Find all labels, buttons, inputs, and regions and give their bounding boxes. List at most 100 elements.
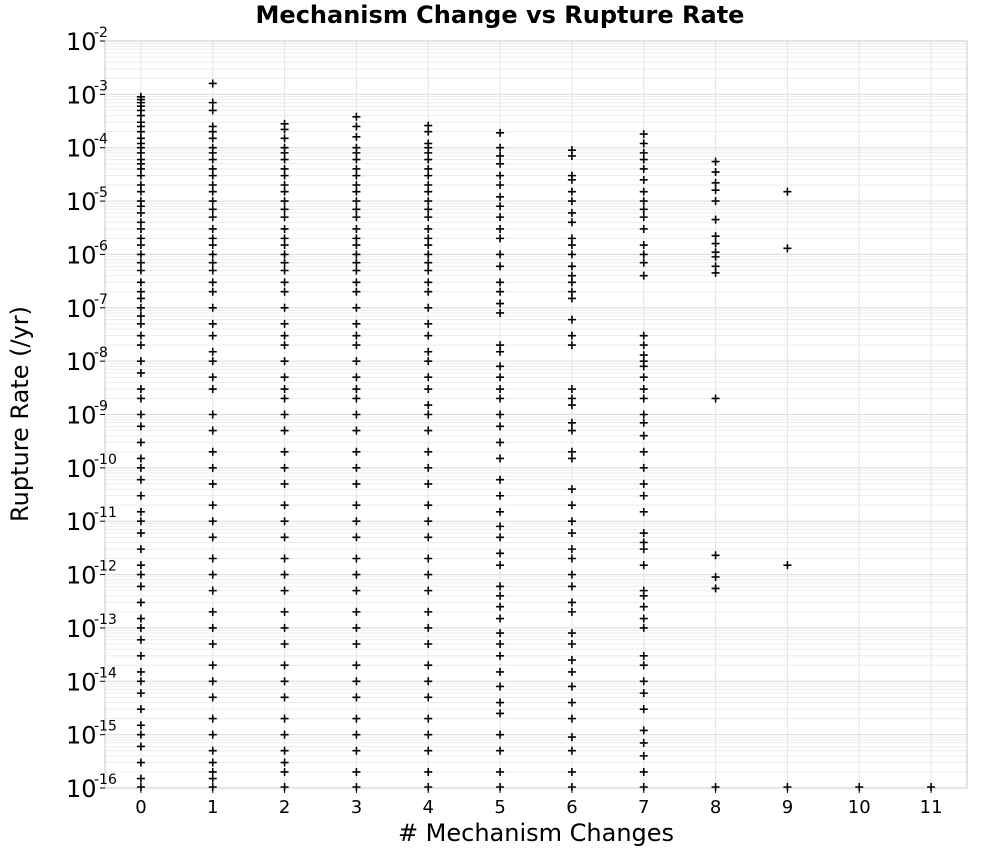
- data-point: [424, 303, 433, 312]
- data-point: [136, 529, 145, 538]
- data-point: [639, 677, 648, 686]
- data-point: [711, 178, 720, 187]
- data-point: [208, 258, 217, 267]
- y-tick-label: 10: [66, 562, 97, 590]
- data-point: [352, 205, 361, 214]
- data-point: [424, 250, 433, 259]
- data-point: [639, 410, 648, 419]
- data-point: [208, 661, 217, 670]
- data-point: [352, 394, 361, 403]
- data-point: [496, 682, 505, 691]
- data-point: [352, 661, 361, 670]
- data-point: [352, 533, 361, 542]
- data-point: [136, 368, 145, 377]
- data-point: [136, 341, 145, 350]
- data-point: [136, 422, 145, 431]
- data-point: [280, 554, 289, 563]
- data-point: [639, 623, 648, 632]
- data-point: [352, 730, 361, 739]
- data-point: [424, 447, 433, 456]
- data-point: [496, 438, 505, 447]
- data-point: [136, 491, 145, 500]
- data-point: [136, 582, 145, 591]
- x-tick-label: 5: [494, 797, 505, 818]
- data-point: [208, 357, 217, 366]
- data-point: [424, 410, 433, 419]
- data-point: [567, 570, 576, 579]
- x-tick-label: 2: [279, 797, 290, 818]
- data-point: [280, 373, 289, 382]
- data-point: [280, 730, 289, 739]
- data-point: [711, 551, 720, 560]
- x-tick-label: 0: [135, 797, 146, 818]
- data-point: [424, 463, 433, 472]
- data-point: [352, 410, 361, 419]
- data-point: [280, 155, 289, 164]
- data-point: [136, 570, 145, 579]
- y-tick-exponent: -8: [94, 345, 108, 361]
- data-point: [496, 362, 505, 371]
- data-point: [639, 139, 648, 148]
- y-tick-exponent: -3: [94, 78, 108, 94]
- y-tick-exponent: -9: [94, 399, 108, 415]
- y-tick-exponent: -14: [94, 665, 117, 681]
- data-point: [280, 303, 289, 312]
- data-point: [567, 485, 576, 494]
- data-point: [280, 767, 289, 776]
- data-point: [208, 586, 217, 595]
- data-point: [136, 385, 145, 394]
- data-point: [208, 463, 217, 472]
- data-point: [711, 268, 720, 277]
- data-point: [352, 623, 361, 632]
- data-point: [136, 677, 145, 686]
- data-point: [639, 394, 648, 403]
- data-point: [424, 205, 433, 214]
- x-tick-label: 10: [848, 797, 871, 818]
- data-point: [208, 287, 217, 296]
- data-point: [352, 155, 361, 164]
- data-point: [639, 507, 648, 516]
- data-point: [352, 677, 361, 686]
- data-point: [424, 746, 433, 755]
- data-point: [496, 299, 505, 308]
- data-point: [567, 315, 576, 324]
- data-point: [352, 331, 361, 340]
- data-point: [496, 394, 505, 403]
- data-point: [352, 517, 361, 526]
- data-point: [208, 479, 217, 488]
- data-point: [639, 545, 648, 554]
- data-point: [639, 213, 648, 222]
- y-tick-exponent: -4: [94, 132, 108, 148]
- data-point: [496, 507, 505, 516]
- data-point: [496, 234, 505, 243]
- data-point: [208, 517, 217, 526]
- data-point: [424, 258, 433, 267]
- data-point: [208, 501, 217, 510]
- data-point: [496, 213, 505, 222]
- x-tick-label: 1: [207, 797, 218, 818]
- data-point: [352, 463, 361, 472]
- data-point: [424, 767, 433, 776]
- data-point: [280, 319, 289, 328]
- y-tick-label: 10: [66, 348, 97, 376]
- y-tick-label: 10: [66, 241, 97, 269]
- data-point: [208, 181, 217, 190]
- data-point: [567, 151, 576, 160]
- data-point: [136, 742, 145, 751]
- data-point: [424, 714, 433, 723]
- data-point: [639, 197, 648, 206]
- data-point: [208, 639, 217, 648]
- chart-title: Mechanism Change vs Rupture Rate: [256, 1, 745, 29]
- data-point: [639, 738, 648, 747]
- data-point: [280, 241, 289, 250]
- data-point: [567, 554, 576, 563]
- data-point: [208, 98, 217, 107]
- data-point: [496, 202, 505, 211]
- data-point: [208, 385, 217, 394]
- data-point: [496, 651, 505, 660]
- data-point: [424, 501, 433, 510]
- data-point: [208, 774, 217, 783]
- data-point: [280, 570, 289, 579]
